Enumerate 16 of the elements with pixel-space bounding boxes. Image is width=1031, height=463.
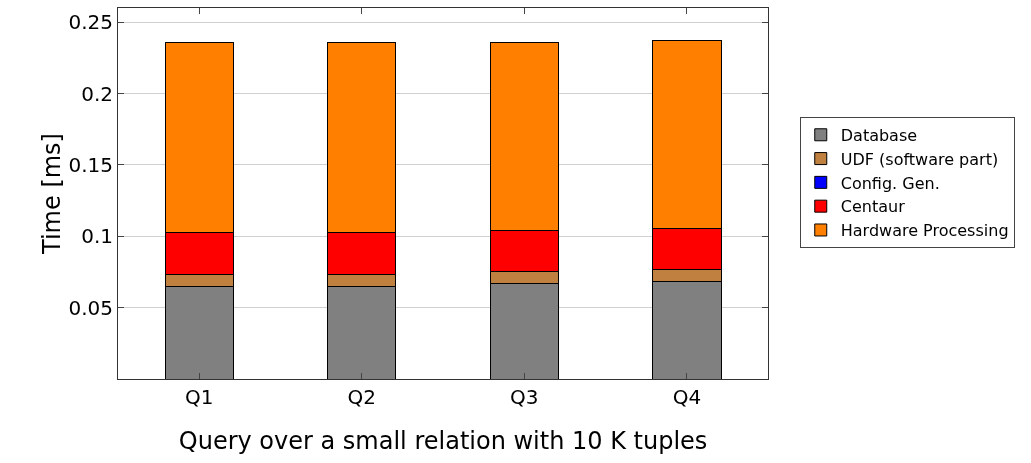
y-tick-label: 0.15 [68, 152, 113, 177]
y-tick-label: 0.2 [81, 81, 113, 106]
legend-label: UDF (software part) [840, 149, 999, 169]
y-tick-label: 0.25 [68, 10, 113, 35]
legend-label: Hardware Processing [840, 221, 1009, 241]
x-tick-label: Q3 [510, 385, 539, 409]
legend-label: Database [840, 126, 918, 146]
y-tick-label: 0.05 [68, 295, 113, 320]
y-tick-label: 0.1 [81, 224, 113, 249]
y-axis-title: Time [ms] [38, 133, 66, 255]
legend-label: Config. Gen. [840, 173, 940, 193]
x-tick-label: Q2 [347, 385, 377, 409]
legend-label: Centaur [840, 197, 906, 217]
x-tick-label: Q4 [672, 385, 702, 409]
x-axis-title: Query over a small relation with 10 K tuples [178, 427, 708, 456]
x-tick-label: Q1 [185, 385, 214, 409]
